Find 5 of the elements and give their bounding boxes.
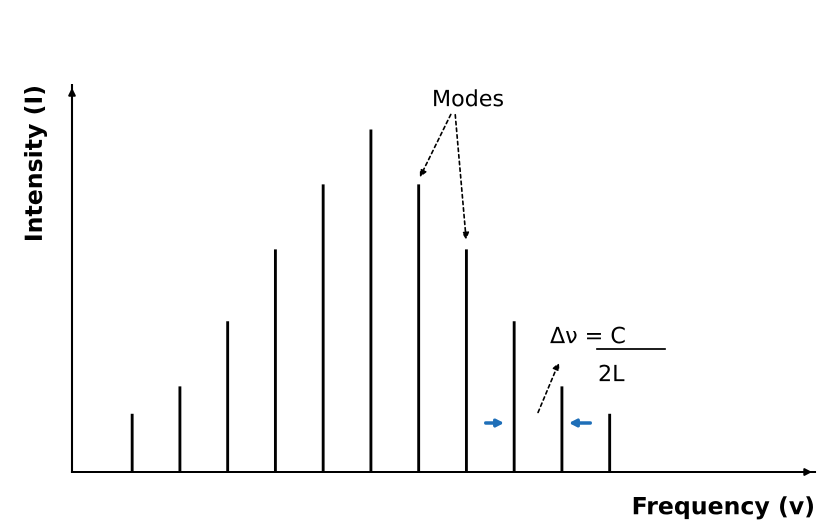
annotation: Δν = C xyxy=(550,326,625,344)
text: Modes xyxy=(434,89,503,106)
y-axis-title: Intensity (I) xyxy=(24,87,47,240)
annotation: 2L xyxy=(600,364,624,382)
x-axis-title: Frequency (v) xyxy=(634,496,813,520)
